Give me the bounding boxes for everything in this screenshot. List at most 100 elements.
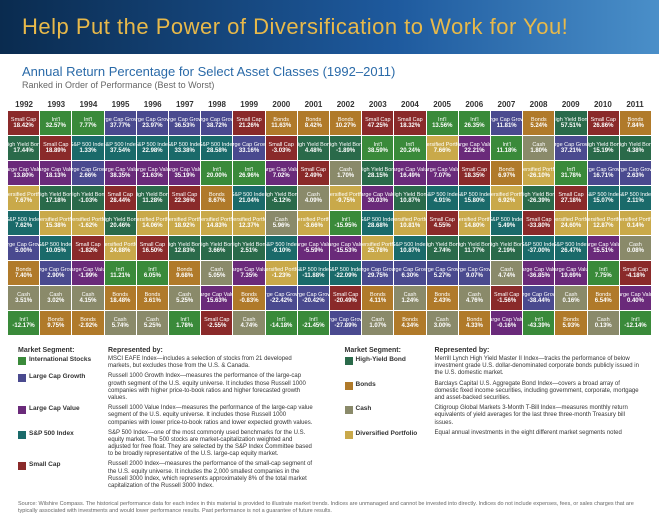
grid-cell: Small Cap-1.82% [72,236,103,260]
cell-value: 33.16% [239,148,259,155]
legend-row: Large Cap GrowthRussell 1000 Growth Inde… [18,373,315,402]
source-note: Source: Wilshire Compass. The historical… [0,497,659,525]
legend-swatch [345,382,353,390]
cell-value: 4.15% [80,298,97,305]
grid-cell: Int'l-21.45% [298,311,329,335]
legend-row: Large Cap ValueRussell 1000 Value Index—… [18,405,315,427]
cell-value: 4.76% [466,298,483,305]
page-title: Help Put the Power of Diversification to… [22,14,637,40]
cell-value: 11.77% [464,248,484,255]
cell-value: 22.21% [464,148,484,155]
legend-desc: Citigroup Global Markets 3-Month T-Bill … [435,405,642,427]
grid-cell: Large Cap Growth36.53% [169,111,200,135]
cell-value: 18.48% [110,298,130,305]
legend-row: CashCitigroup Global Markets 3-Month T-B… [345,405,642,427]
grid-row: Int'l-12.17%Bonds9.75%Bonds-2.92%Cash5.7… [8,311,651,335]
grid-cell: Large Cap Value7.35% [233,261,264,285]
cell-value: -5.12% [272,198,291,205]
grid-cell: Large Cap Growth2.90% [40,261,71,285]
cell-value: -1.62% [79,223,98,230]
grid-cell: Large Cap Value15.63% [201,286,232,310]
grid-cell: High Yield Bond11.77% [459,236,490,260]
cell-value: 4.11% [369,298,386,305]
grid-cell: Small Cap16.50% [137,236,168,260]
cell-value: 4.33% [466,323,483,330]
grid-cell: Diversified Portfolio14.83% [201,211,232,235]
grid-cell: Bonds7.40% [8,261,39,285]
legend-desc: Russell 1000 Growth Index—measures the p… [108,373,315,402]
rank-note: Ranked in Order of Performance (Best to … [22,80,637,90]
cell-value: 5.24% [530,123,547,130]
cell-value: 26.96% [239,173,259,180]
grid-cell: High Yield Bond4.38% [620,136,651,160]
grid-cell: Diversified Portfolio-1.23% [266,261,297,285]
legend-name: Cash [356,405,435,427]
cell-value: 6.97% [498,173,515,180]
grid-cell: Bonds7.84% [620,111,651,135]
grid-cell: Cash0.13% [588,311,619,335]
grid-cell: Int'l-43.39% [523,311,554,335]
cell-value: 26.35% [464,123,484,130]
grid-cell: Large Cap Growth2.63% [620,161,651,185]
cell-value: -4.18% [626,273,645,280]
cell-value: 17.44% [13,148,33,155]
grid-cell: S&P 500 Index2.11% [620,186,651,210]
legend-col-right: Market Segment:Represented by:High-Yield… [345,347,642,493]
grid-cell: Cash4.74% [233,311,264,335]
grid-cell: High Yield Bond-26.39% [523,186,554,210]
cell-value: 16.50% [142,248,162,255]
grid-cell: Int'l6.05% [137,261,168,285]
cell-value: 3.51% [15,298,32,305]
grid-cell: Bonds9.75% [40,311,71,335]
grid-cell: Diversified Portfolio15.38% [40,211,71,235]
grid-cell: Cash3.02% [40,286,71,310]
legend-desc: Merrill Lynch High Yield Master II Index… [435,356,642,378]
grid-cell: Large Cap Growth-22.42% [266,286,297,310]
legend-row: Small CapRussell 2000 Index—measures the… [18,461,315,490]
cell-value: -43.39% [528,323,550,330]
cell-value: 0.16% [563,298,580,305]
grid-cell: Small Cap22.36% [169,186,200,210]
grid-cell: Bonds-0.83% [233,286,264,310]
grid-cell: Large Cap Growth29.75% [362,261,393,285]
legend-name: High-Yield Bond [356,356,435,378]
legend-swatch [345,431,353,439]
grid-cell: Large Cap Value15.51% [588,236,619,260]
grid-cell: Diversified Portfolio0.14% [620,211,651,235]
cell-value: 31.78% [561,173,581,180]
cell-value: 3.61% [144,298,161,305]
cell-value: 18.89% [46,148,66,155]
year-header: 1999 [233,98,265,111]
cell-value: 10.87% [400,248,420,255]
grid-cell: S&P 500 Index4.91% [427,186,458,210]
cell-value: 4.55% [434,223,451,230]
grid-cell: Cash1.24% [394,286,425,310]
grid-cell: Small Cap-4.18% [620,261,651,285]
grid-cell: Large Cap Value-1.99% [72,261,103,285]
cell-value: 3.00% [434,323,451,330]
grid-cell: Int'l-12.14% [620,311,651,335]
year-header: 2008 [523,98,555,111]
grid-cell: S&P 500 Index15.07% [588,186,619,210]
cell-value: 12.83% [174,248,194,255]
cell-value: -0.83% [240,298,259,305]
subtitle-block: Annual Return Percentage for Select Asse… [0,54,659,94]
grid-cell: Large Cap Growth-20.42% [298,286,329,310]
grid-cell: High Yield Bond2.74% [427,236,458,260]
legend-name: Bonds [356,381,435,403]
cell-value: 4.74% [498,273,515,280]
year-header-row: 1992199319941995199619971998199920002001… [8,98,651,111]
grid-cell: Large Cap Growth-38.44% [523,286,554,310]
grid-cell: Small Cap18.32% [394,111,425,135]
cell-value: -1.56% [497,298,516,305]
grid-cell: Large Cap Growth37.21% [555,136,586,160]
grid-cell: High Yield Bond10.87% [394,186,425,210]
grid-cell: Bonds4.34% [394,311,425,335]
grid-cell: Small Cap27.18% [555,186,586,210]
grid-cell: Large Cap Value35.19% [169,161,200,185]
cell-value: 15.80% [464,198,484,205]
cell-value: 21.26% [239,123,259,130]
year-header: 2007 [490,98,522,111]
cell-value: 32.57% [46,123,66,130]
grid-row: Diversified Portfolio7.67%High Yield Bon… [8,186,651,210]
